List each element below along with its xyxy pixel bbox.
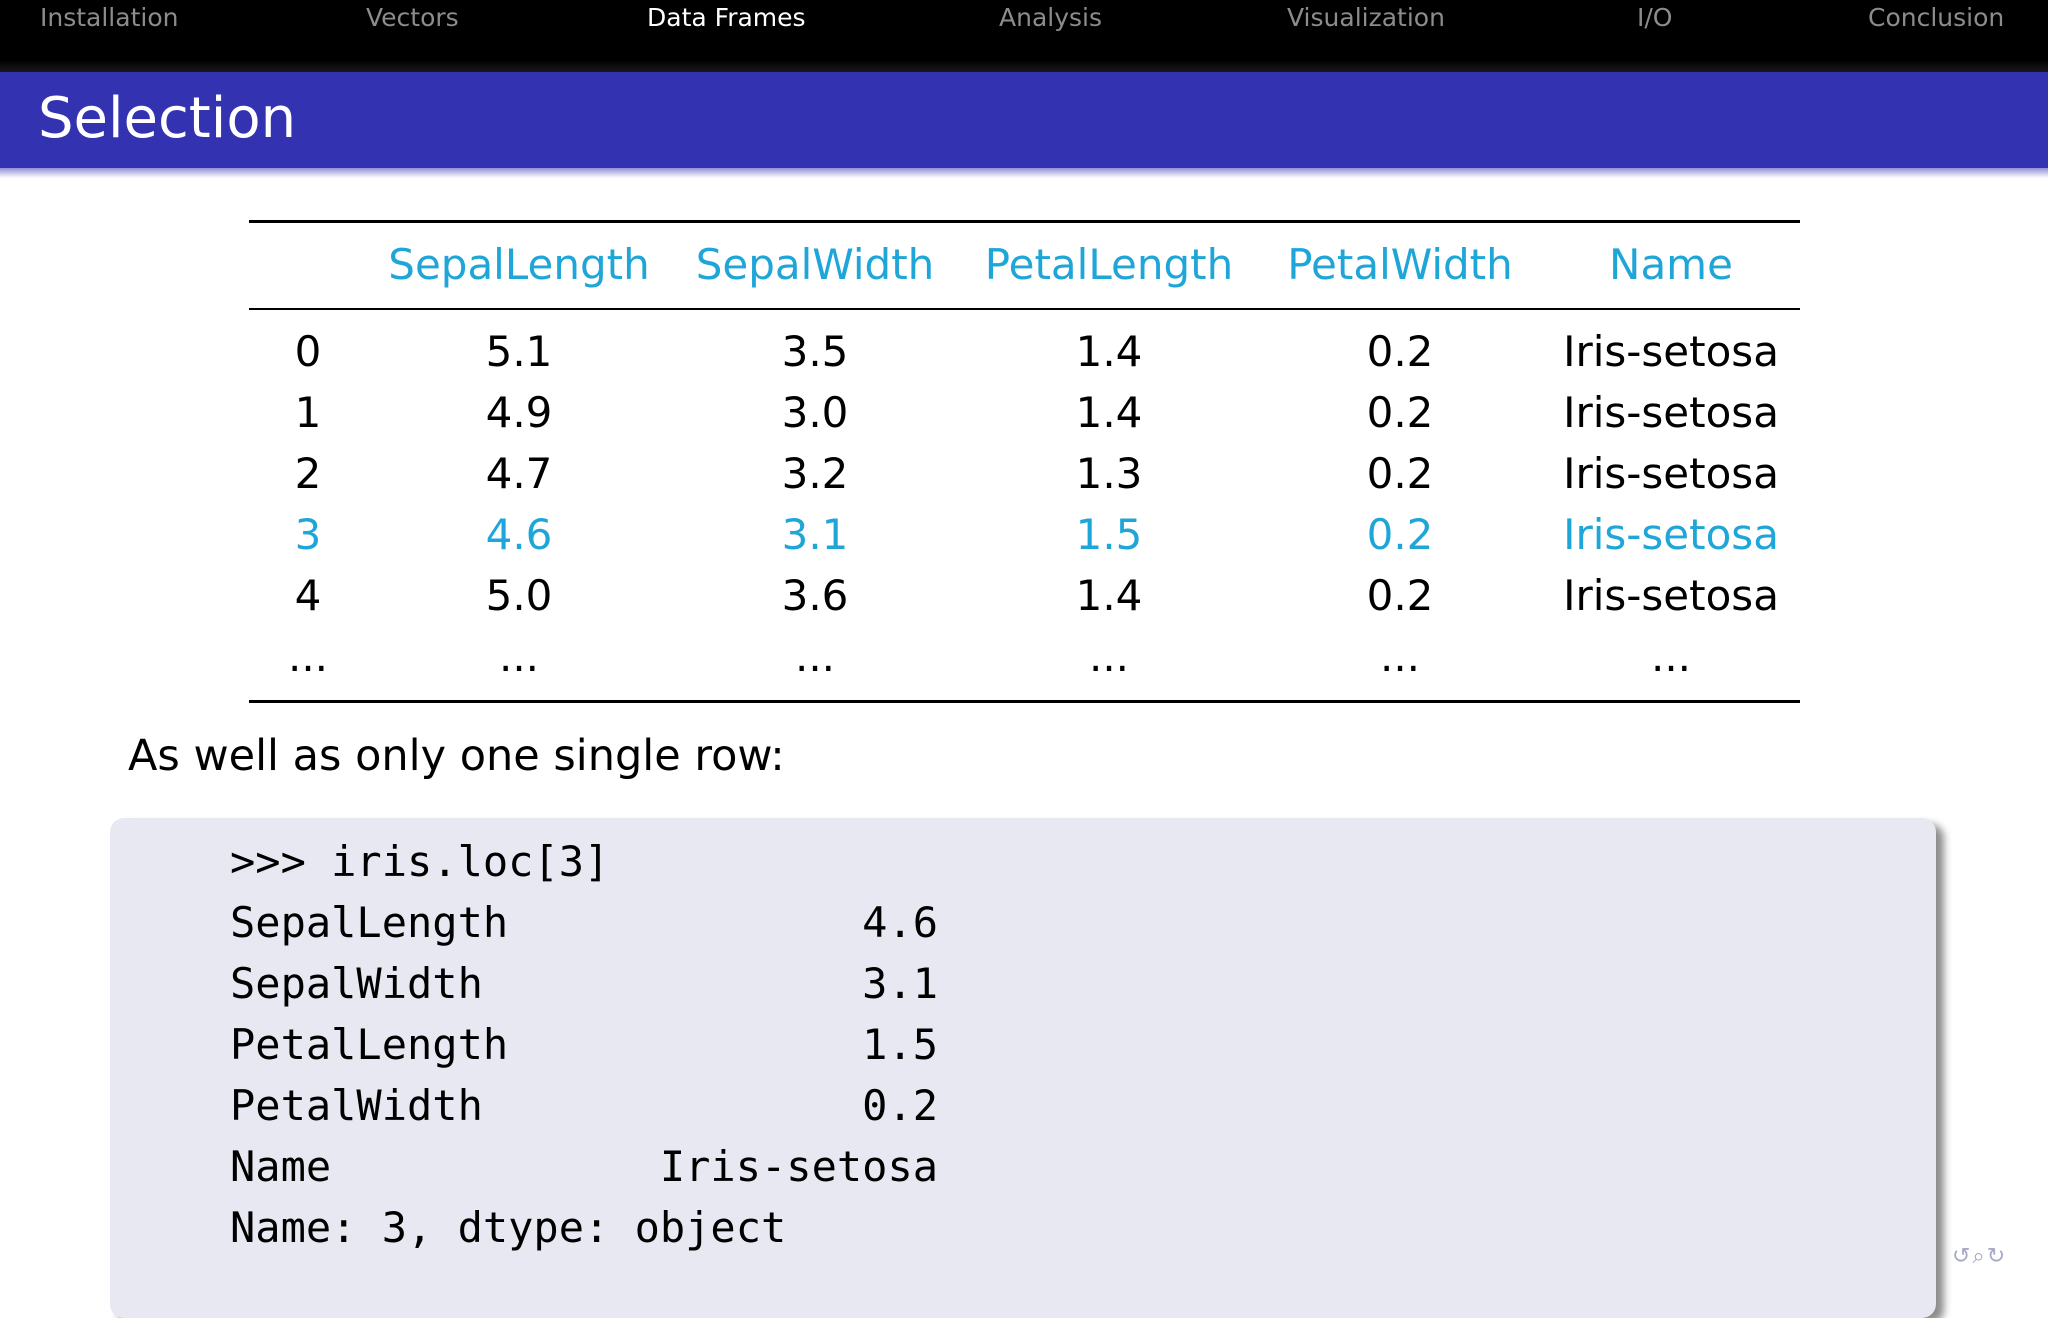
header-petal-length: PetalLength bbox=[984, 240, 1234, 289]
ellipsis: ... bbox=[1088, 632, 1130, 681]
cell-petal-length: 1.3 bbox=[1075, 449, 1143, 498]
row-index: 4 bbox=[294, 571, 322, 620]
cell-sepal-length: 4.6 bbox=[485, 510, 553, 559]
table-top-rule bbox=[249, 220, 1800, 223]
cell-sepal-width: 3.6 bbox=[781, 571, 849, 620]
nav-item-data-frames[interactable]: Data Frames bbox=[647, 3, 806, 32]
cell-sepal-length: 4.9 bbox=[485, 388, 553, 437]
cell-sepal-width: 3.5 bbox=[781, 327, 849, 376]
nav-item-analysis[interactable]: Analysis bbox=[999, 3, 1103, 32]
code-line-output: SepalLength 4.6 bbox=[230, 898, 939, 947]
cell-sepal-length: 4.7 bbox=[485, 449, 553, 498]
code-line-output: PetalLength 1.5 bbox=[230, 1020, 939, 1069]
header-name: Name bbox=[1609, 240, 1733, 289]
row-index: 0 bbox=[294, 327, 322, 376]
cell-name: Iris-setosa bbox=[1563, 510, 1779, 559]
section-nav-bar: Installation Vectors Data Frames Analysi… bbox=[0, 0, 2048, 72]
frame-title-bar bbox=[0, 72, 2048, 168]
ellipsis: ... bbox=[794, 632, 836, 681]
header-sepal-length: SepalLength bbox=[388, 240, 650, 289]
table-bottom-rule bbox=[249, 700, 1800, 703]
frame-title: Selection bbox=[38, 86, 297, 151]
code-line-output: Name: 3, dtype: object bbox=[230, 1203, 787, 1252]
code-line-command: >>> iris.loc[3] bbox=[230, 837, 610, 886]
nav-item-vectors[interactable]: Vectors bbox=[366, 3, 459, 32]
header-sepal-width: SepalWidth bbox=[695, 240, 935, 289]
cell-name: Iris-setosa bbox=[1563, 327, 1779, 376]
nav-item-installation[interactable]: Installation bbox=[40, 3, 179, 32]
ellipsis: ... bbox=[1379, 632, 1421, 681]
ellipsis: ... bbox=[1650, 632, 1692, 681]
cell-petal-width: 0.2 bbox=[1366, 327, 1434, 376]
code-line-output: Name Iris-setosa bbox=[230, 1142, 939, 1191]
ellipsis: ... bbox=[498, 632, 540, 681]
body-text: As well as only one single row: bbox=[128, 731, 785, 781]
row-index: 1 bbox=[294, 388, 322, 437]
cell-petal-length: 1.4 bbox=[1075, 571, 1143, 620]
cell-name: Iris-setosa bbox=[1563, 388, 1779, 437]
cell-name: Iris-setosa bbox=[1563, 449, 1779, 498]
header-petal-width: PetalWidth bbox=[1287, 240, 1513, 289]
code-line-output: SepalWidth 3.1 bbox=[230, 959, 939, 1008]
nav-item-conclusion[interactable]: Conclusion bbox=[1868, 3, 2005, 32]
cell-sepal-width: 3.2 bbox=[781, 449, 849, 498]
beamer-nav-icons[interactable]: ↺⌕↻ bbox=[1952, 1244, 2008, 1269]
cell-name: Iris-setosa bbox=[1563, 571, 1779, 620]
code-line-output: PetalWidth 0.2 bbox=[230, 1081, 939, 1130]
row-index: 2 bbox=[294, 449, 322, 498]
ellipsis: ... bbox=[287, 632, 329, 681]
nav-item-io[interactable]: I/O bbox=[1637, 3, 1673, 32]
nav-item-visualization[interactable]: Visualization bbox=[1287, 3, 1445, 32]
cell-petal-width: 0.2 bbox=[1366, 449, 1434, 498]
cell-petal-width: 0.2 bbox=[1366, 571, 1434, 620]
title-bar-shadow bbox=[0, 168, 2048, 178]
cell-sepal-width: 3.1 bbox=[781, 510, 849, 559]
cell-sepal-length: 5.0 bbox=[485, 571, 553, 620]
table-header-rule bbox=[249, 308, 1800, 310]
cell-petal-length: 1.5 bbox=[1075, 510, 1143, 559]
cell-petal-width: 0.2 bbox=[1366, 388, 1434, 437]
cell-sepal-width: 3.0 bbox=[781, 388, 849, 437]
code-block bbox=[110, 818, 1936, 1318]
cell-petal-length: 1.4 bbox=[1075, 388, 1143, 437]
row-index: 3 bbox=[294, 510, 322, 559]
cell-sepal-length: 5.1 bbox=[485, 327, 553, 376]
cell-petal-length: 1.4 bbox=[1075, 327, 1143, 376]
cell-petal-width: 0.2 bbox=[1366, 510, 1434, 559]
